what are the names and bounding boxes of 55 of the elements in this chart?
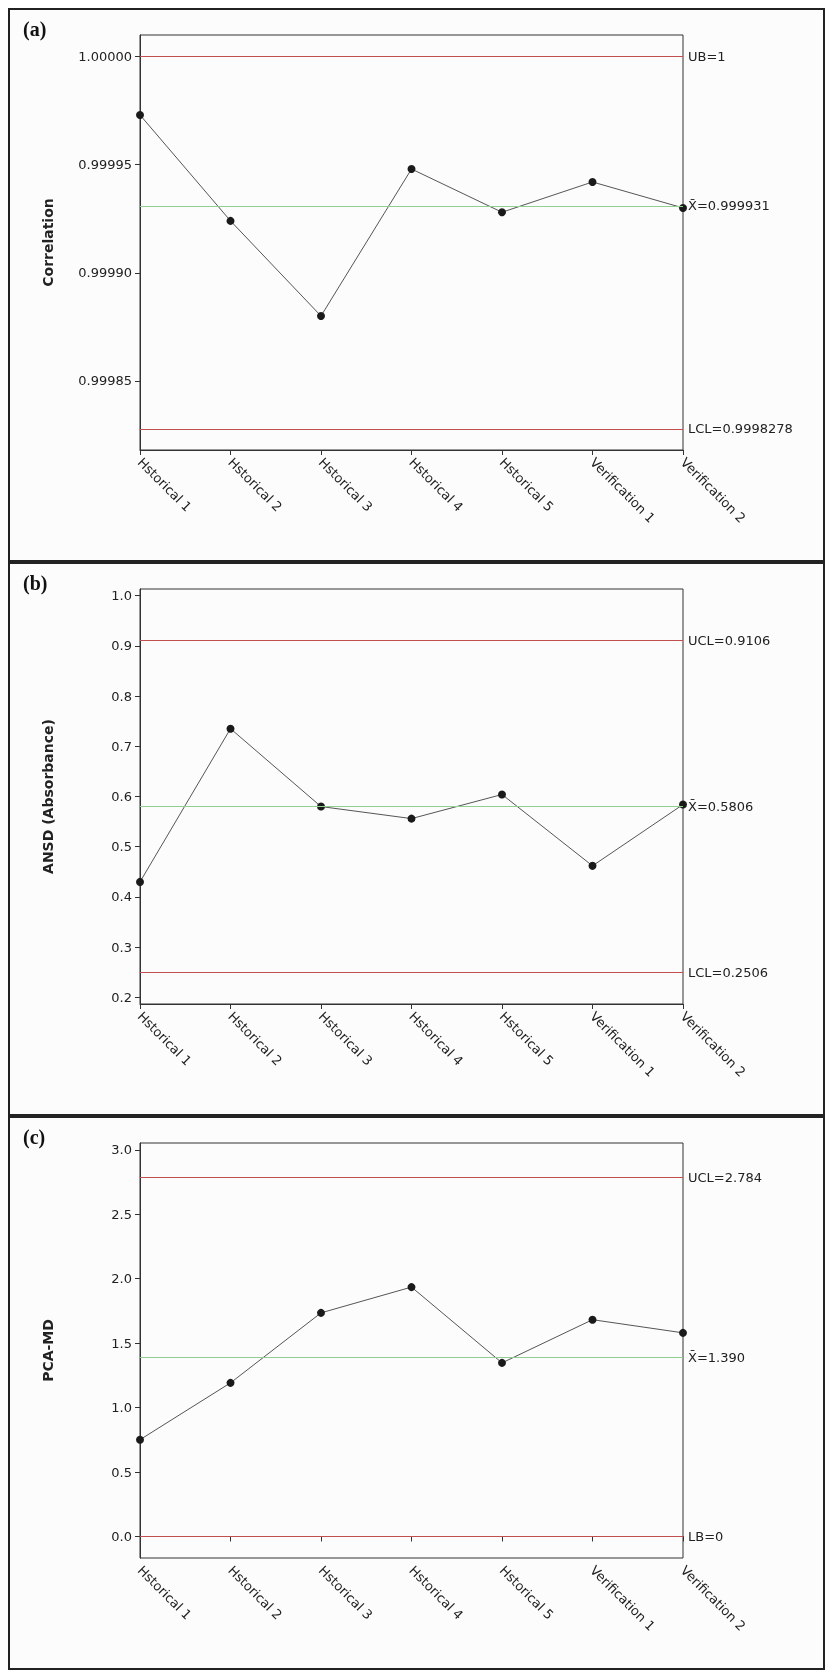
ref-line-label: X̄=0.5806 [688,798,754,814]
y-tick-label: 1.5 [111,1335,132,1351]
point [136,877,144,886]
point [317,311,325,320]
y-tick-label: 0.99990 [78,265,132,281]
ref-line-label: LCL=0.2506 [688,964,768,980]
chart-title: (b) [23,572,48,595]
point [407,814,416,823]
y-axis-title: Correlation [40,198,56,287]
point [226,724,235,733]
chart-title: (a) [23,18,47,41]
ref-line-label: UCL=0.9106 [688,632,771,648]
point [226,216,235,225]
chart-title: (c) [23,1126,46,1149]
point [407,165,416,174]
point [498,790,506,799]
y-tick-label: 1.0 [111,588,132,604]
y-tick-label: 0.5 [111,839,132,855]
y-tick-label: 0.0 [111,1528,132,1544]
y-tick-label: 2.0 [111,1271,132,1287]
ref-line-label: LB=0 [688,1528,724,1544]
point [588,1315,597,1324]
ref-line-label: LCL=0.9998278 [688,421,793,437]
y-tick-label: 0.4 [111,889,132,905]
y-tick-label: 3.0 [111,1142,132,1158]
point [679,800,687,809]
y-tick-label: 0.9 [111,638,132,654]
y-tick-label: 0.7 [111,738,132,754]
y-tick-label: 2.5 [111,1206,132,1222]
y-tick-label: 0.8 [111,688,132,704]
point [317,1308,325,1317]
point [588,177,597,186]
ref-line-label: X̄=1.390 [688,1349,746,1365]
y-axis-title: ANSD (Absorbance) [40,719,56,874]
y-tick-label: 0.3 [111,939,132,955]
y-tick-label: 1.00000 [78,49,132,65]
ref-line-label: X̄=0.999931 [688,198,770,214]
y-tick-label: 0.5 [111,1464,132,1480]
point [136,1435,144,1444]
point [226,1378,235,1387]
y-tick-label: 1.0 [111,1400,132,1416]
y-tick-label: 0.99995 [78,157,132,173]
point [498,208,506,217]
y-tick-label: 0.99985 [78,373,132,389]
ref-line-label: UB=1 [688,49,726,65]
point [679,203,687,212]
point [407,1283,416,1292]
ref-line-label: UCL=2.784 [688,1170,762,1186]
y-tick-label: 0.6 [111,789,132,804]
y-tick-label: 0.2 [111,989,132,1005]
point [498,1358,506,1367]
point [679,1328,687,1337]
y-axis-title: PCA-MD [40,1319,56,1382]
point [136,110,144,119]
point [588,861,597,870]
